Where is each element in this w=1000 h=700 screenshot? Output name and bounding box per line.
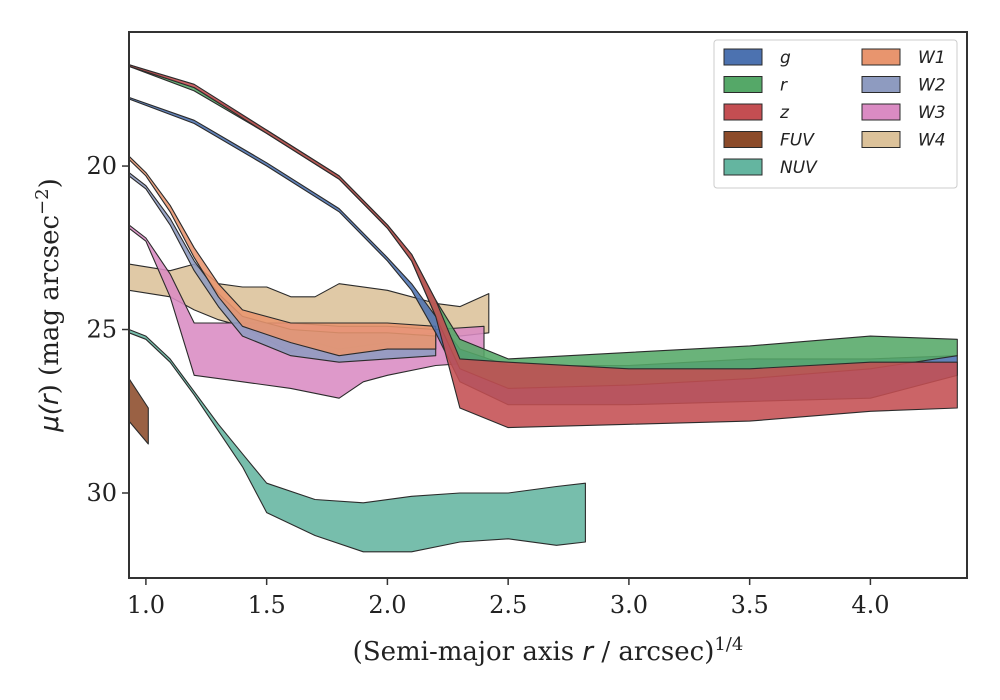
plot-area bbox=[128, 31, 968, 579]
series-band-nuv bbox=[128, 328, 586, 553]
x-axis-title-pre: (Semi-major axis bbox=[353, 637, 583, 667]
legend-label-fuv: FUV bbox=[780, 131, 815, 151]
legend-swatch-g bbox=[723, 48, 763, 66]
x-tick-label: 3.0 bbox=[610, 591, 648, 619]
legend-swatch-nuv bbox=[723, 158, 763, 176]
legend-swatch-z bbox=[723, 103, 763, 121]
legend-label-w2: W2 bbox=[918, 76, 946, 96]
y-tick-label: 20 bbox=[86, 152, 117, 180]
legend: grz FUV NUV W1 W2 W3 W4 bbox=[713, 39, 958, 189]
x-axis-title-sup: 1/4 bbox=[714, 634, 743, 655]
x-tick-label: 3.5 bbox=[731, 591, 769, 619]
legend-swatch-w2 bbox=[861, 76, 901, 93]
x-axis-ticks: 1.0 1.5 2.0 2.5 3.0 3.5 4.0 bbox=[127, 578, 889, 619]
legend-label-g: g bbox=[780, 48, 791, 68]
y-axis-title-sup: −2 bbox=[32, 188, 53, 215]
x-tick-label: 2.0 bbox=[368, 591, 406, 619]
legend-entries: grz FUV NUV W1 W2 W3 W4 bbox=[723, 48, 946, 178]
legend-swatch-w3 bbox=[861, 103, 901, 121]
legend-label-w3: W3 bbox=[918, 103, 946, 123]
axes-frame bbox=[128, 31, 968, 579]
legend-label-w1: W1 bbox=[918, 48, 946, 68]
series-band-fuv bbox=[128, 378, 149, 445]
legend-label-r: r bbox=[780, 76, 788, 96]
x-tick-label: 4.0 bbox=[851, 591, 889, 619]
y-axis-title: μ(r) (mag arcsec−2) bbox=[32, 178, 65, 433]
y-tick-label: 30 bbox=[86, 479, 117, 507]
y-axis-title-pre: μ( bbox=[35, 403, 65, 433]
x-axis-title: (Semi-major axis r / arcsec)1/4 bbox=[353, 634, 744, 667]
y-axis-title-post: ) bbox=[35, 178, 65, 188]
y-axis-title-mid: ) (mag arcsec bbox=[35, 215, 65, 394]
series-layer bbox=[128, 64, 958, 553]
y-axis-title-var: r bbox=[35, 392, 65, 405]
legend-swatch-r bbox=[723, 76, 763, 93]
series-band-w1 bbox=[128, 155, 437, 357]
x-tick-label: 2.5 bbox=[489, 591, 527, 619]
legend-swatch-w1 bbox=[861, 48, 901, 66]
legend-swatch-fuv bbox=[723, 131, 763, 148]
legend-label-nuv: NUV bbox=[780, 158, 818, 178]
legend-label-w4: W4 bbox=[918, 131, 946, 151]
series-band-z bbox=[128, 64, 958, 429]
legend-label-z: z bbox=[779, 103, 790, 123]
legend-swatch-w4 bbox=[861, 131, 901, 148]
y-tick-label: 25 bbox=[86, 316, 117, 344]
x-tick-label: 1.5 bbox=[248, 591, 286, 619]
y-axis-ticks: 20 25 30 bbox=[86, 152, 129, 507]
x-axis-title-var: r bbox=[582, 637, 595, 667]
x-tick-label: 1.0 bbox=[127, 591, 165, 619]
x-axis-title-post: / arcsec) bbox=[593, 637, 714, 667]
